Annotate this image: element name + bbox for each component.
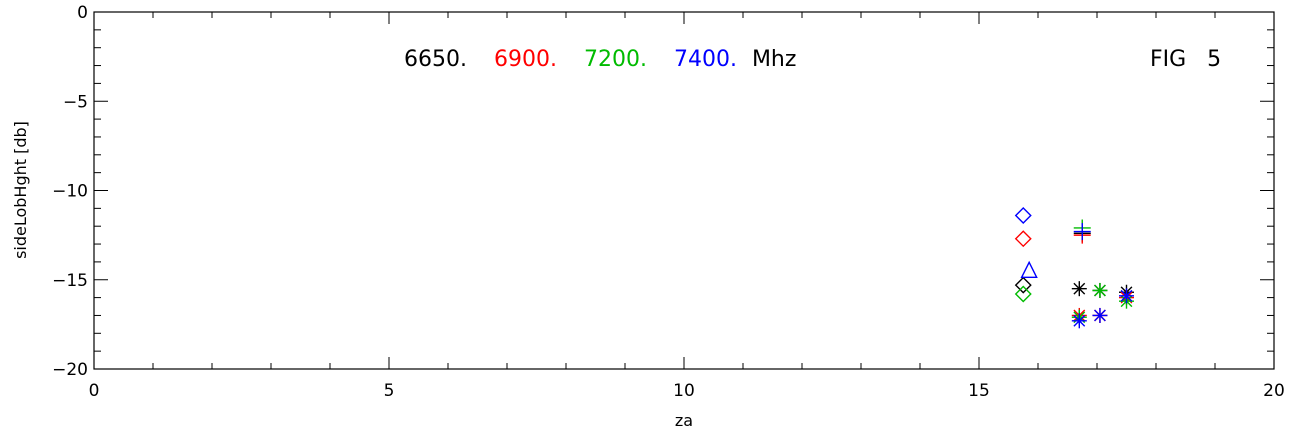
x-tick-label: 10 [673,381,695,401]
data-point-diamond [1014,276,1032,294]
data-point-asterisk [1119,288,1134,304]
x-tick-label: 15 [968,381,990,401]
axis-ticks [93,11,1275,370]
y-tick-label: −10 [52,182,88,202]
x-tick-label: 5 [384,381,395,401]
y-tick-labels: 0 −5 −10 −15 −20 [52,3,88,380]
x-tick-label: 20 [1263,381,1285,401]
data-points [1014,207,1134,329]
data-point-plus [1073,223,1091,241]
x-axis-title: za [675,411,693,430]
data-point-diamond [1014,207,1032,224]
data-point-asterisk [1092,307,1108,323]
legend-6650: 6650. [404,47,467,72]
frequency-legend: 6650. 6900. 7200. 7400. Mhz [404,47,796,72]
y-axis-title: sideLobHght [db] [11,121,30,259]
y-tick-label: 0 [77,3,88,23]
legend-6900: 6900. [494,47,557,72]
data-point-triangle [1020,260,1038,279]
y-tick-label: −5 [63,92,88,112]
x-tick-labels: 0 5 10 15 20 [89,381,1285,401]
legend-unit: Mhz [752,47,796,72]
data-point-asterisk [1092,282,1108,298]
data-point-diamond [1014,285,1032,303]
data-point-asterisk [1071,281,1087,297]
x-tick-label: 0 [89,381,100,401]
data-point-diamond [1014,230,1032,248]
y-tick-label: −15 [52,271,88,291]
figure-label: FIG 5 [1150,47,1221,72]
legend-7200: 7200. [584,47,647,72]
data-point-asterisk [1071,313,1087,329]
legend-7400: 7400. [674,47,737,72]
y-tick-label: −20 [52,360,88,380]
